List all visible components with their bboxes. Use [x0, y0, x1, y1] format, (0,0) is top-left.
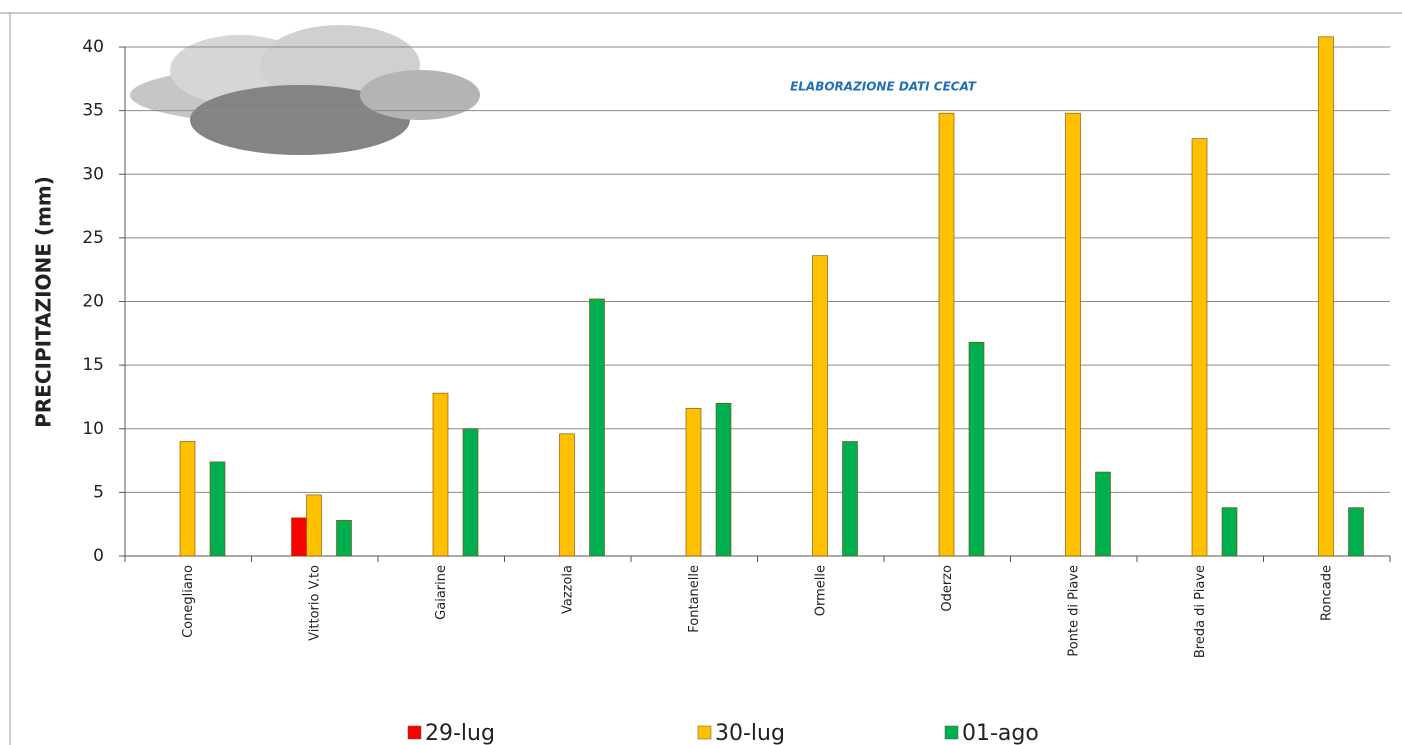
x-tick-label: Ponte di Piave: [1066, 565, 1081, 657]
bar: [813, 256, 828, 556]
y-axis-label: PRECIPITAZIONE (mm): [32, 176, 56, 428]
x-tick-label: Breda di Piave: [1193, 565, 1208, 658]
bar: [590, 299, 605, 556]
bar: [307, 495, 322, 556]
legend-label: 30-lug: [715, 721, 785, 745]
legend-swatch: [698, 726, 711, 739]
legend-label: 29-lug: [425, 721, 495, 745]
bar: [969, 342, 984, 556]
bar: [1319, 37, 1334, 556]
bar: [463, 429, 478, 556]
bar: [210, 462, 225, 556]
bar: [180, 441, 195, 556]
y-tick-label: 35: [82, 101, 104, 121]
y-tick-label: 20: [82, 292, 104, 312]
bar: [337, 520, 352, 556]
x-tick-label: Fontanelle: [687, 565, 702, 633]
y-tick-label: 5: [93, 482, 104, 502]
x-tick-label: Vazzola: [560, 565, 575, 614]
y-tick-label: 10: [82, 419, 104, 439]
bar: [939, 113, 954, 556]
bar: [1222, 508, 1237, 556]
bar: [292, 518, 307, 556]
bar: [433, 393, 448, 556]
x-tick-label: Vittorio V.to: [307, 565, 322, 641]
y-tick-label: 30: [82, 164, 104, 184]
x-tick-label: Roncade: [1319, 565, 1334, 621]
bar: [1066, 113, 1081, 556]
bar: [686, 408, 701, 556]
bar: [716, 403, 731, 556]
y-tick-label: 40: [82, 37, 104, 57]
y-tick-label: 0: [93, 546, 104, 566]
y-tick-label: 25: [82, 228, 104, 248]
chart: ELABORAZIONE DATI CECAT PRECIPITAZIONE (…: [0, 0, 1402, 745]
y-tick-label: 15: [82, 355, 104, 375]
x-tick-label: Ormelle: [813, 565, 828, 616]
legend-swatch: [408, 726, 421, 739]
x-tick-label: Gaiarine: [434, 565, 449, 620]
bar: [1192, 139, 1207, 556]
annotation: ELABORAZIONE DATI CECAT: [790, 80, 977, 94]
page: {"chart_data": {"type": "bar", "y_label"…: [0, 0, 1402, 745]
bar: [843, 441, 858, 556]
bar: [1096, 472, 1111, 556]
legend-swatch: [945, 726, 958, 739]
cloud: [130, 25, 480, 155]
x-tick-label: Oderzo: [940, 565, 955, 612]
legend-label: 01-ago: [962, 721, 1039, 745]
bar: [560, 434, 575, 556]
x-tick-label: Conegliano: [181, 565, 196, 638]
bar: [1349, 508, 1364, 556]
